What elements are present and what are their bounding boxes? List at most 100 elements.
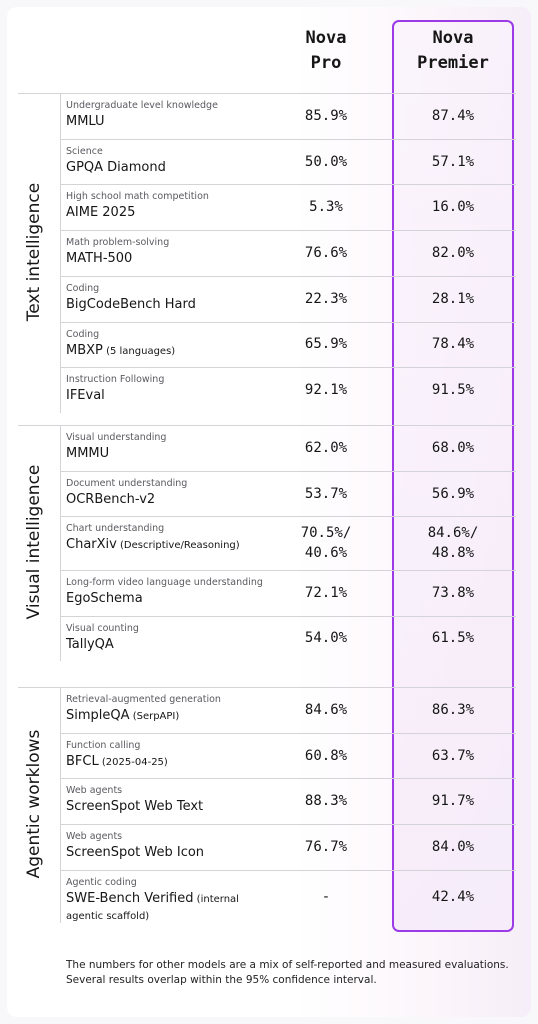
benchmark-name-swe-bench-verified: SWE-Bench Verified (internal agentic sca…: [66, 891, 239, 925]
benchmark-title: AIME 2025: [66, 205, 136, 221]
nova-premier-highlight: [392, 20, 514, 932]
benchmark-title: IFEval: [66, 388, 105, 404]
score-premier-charxiv: 84.6%/ 48.8%: [427, 525, 479, 562]
benchmark-category: Instruction Following: [66, 374, 165, 386]
score-premier-math-500: 82.0%: [431, 244, 475, 261]
benchmark-title: OCRBench-v2: [66, 491, 156, 507]
benchmark-category: Agentic coding: [66, 876, 137, 888]
score-premier-mmmu: 68.0%: [431, 439, 475, 456]
benchmark-name-mmlu: MMLU: [66, 114, 105, 129]
benchmark-note: (internal agentic scaffold): [66, 893, 239, 922]
row-divider: [60, 569, 516, 571]
group-divider: [18, 687, 516, 688]
score-premier-simpleqa: 86.3%: [431, 701, 475, 718]
score-pro-bfcl: 60.8%: [304, 747, 348, 764]
benchmark-title: MATH-500: [66, 251, 133, 267]
score-pro-screenspot-web-icon: 76.7%: [304, 838, 348, 855]
benchmark-name-gpqa-diamond: GPQA Diamond: [66, 160, 166, 175]
benchmark-name-egoschema: EgoSchema: [66, 591, 143, 606]
group-bracket-line: [60, 687, 61, 924]
group-label-visual-intelligence: Visual intelligence: [24, 464, 44, 620]
benchmark-title: GPQA Diamond: [66, 159, 166, 175]
score-premier-mbxp: 78.4%: [431, 336, 475, 353]
benchmark-name-ocrbench-v2: OCRBench-v2: [66, 492, 155, 507]
row-divider: [60, 516, 516, 518]
score-pro-mbxp: 65.9%: [304, 336, 348, 353]
score-pro-swe-bench-verified: -: [321, 888, 331, 905]
benchmark-category: Coding: [66, 282, 100, 294]
benchmark-title: BigCodeBench Hard: [66, 296, 196, 312]
benchmark-name-tallyqa: TallyQA: [66, 637, 114, 652]
score-premier-screenspot-web-text: 91.7%: [431, 793, 475, 810]
benchmark-name-ifeval: IFEval: [66, 388, 105, 403]
score-pro-aime-2025: 5.3%: [309, 199, 343, 216]
row-divider: [60, 321, 516, 323]
score-premier-aime-2025: 16.0%: [431, 199, 475, 216]
row-divider: [60, 230, 516, 232]
row-divider: [60, 824, 516, 826]
benchmark-title: MBXP: [66, 342, 103, 358]
score-pro-egoschema: 72.1%: [304, 584, 348, 601]
group-divider: [18, 93, 516, 94]
benchmark-name-bigcodebench-hard: BigCodeBench Hard: [66, 297, 196, 312]
benchmark-title: SimpleQA: [66, 708, 130, 723]
score-pro-bigcodebench-hard: 22.3%: [304, 290, 348, 307]
score-pro-ocrbench-v2: 53.7%: [304, 485, 348, 502]
score-pro-mmlu: 85.9%: [304, 107, 348, 124]
benchmark-category: Science: [66, 145, 103, 157]
benchmark-title: ScreenSpot Web Text: [66, 799, 204, 815]
score-pro-screenspot-web-text: 88.3%: [304, 793, 348, 810]
benchmark-category: Document understanding: [66, 477, 188, 489]
benchmark-name-charxiv: CharXiv (Descriptive/Reasoning): [66, 537, 240, 554]
group-label-agentic-worklows: Agentic worklows: [24, 729, 44, 879]
benchmark-title: ScreenSpot Web Icon: [66, 845, 205, 861]
benchmark-name-mbxp: MBXP (5 languages): [66, 343, 175, 360]
benchmark-name-simpleqa: SimpleQA (SerpAPI): [66, 708, 179, 725]
score-premier-gpqa-diamond: 57.1%: [431, 153, 475, 170]
benchmark-note: (5 languages): [102, 345, 176, 357]
benchmark-category: Web agents: [66, 831, 123, 843]
benchmark-category: Long-form video language understanding: [66, 576, 263, 588]
score-pro-gpqa-diamond: 50.0%: [304, 153, 348, 170]
row-divider: [60, 367, 516, 369]
benchmark-category: Function calling: [66, 739, 141, 751]
score-pro-simpleqa: 84.6%: [304, 701, 348, 718]
score-pro-ifeval: 92.1%: [304, 382, 348, 399]
benchmark-name-bfcl: BFCL (2025-04-25): [66, 754, 168, 771]
benchmark-category: High school math competition: [66, 191, 209, 203]
score-pro-math-500: 76.6%: [304, 244, 348, 261]
benchmark-name-aime-2025: AIME 2025: [66, 205, 135, 220]
benchmark-category: Math problem-solving: [66, 237, 170, 249]
row-divider: [60, 615, 516, 617]
row-divider: [60, 275, 516, 277]
row-divider: [60, 184, 516, 186]
row-divider: [60, 470, 516, 472]
score-premier-screenspot-web-icon: 84.0%: [431, 838, 475, 855]
score-premier-swe-bench-verified: 42.4%: [431, 888, 475, 905]
benchmark-title: TallyQA: [66, 636, 114, 652]
column-header-nova-premier: Nova Premier: [417, 28, 489, 73]
benchmark-category: Retrieval-augmented generation: [66, 694, 221, 705]
benchmark-name-math-500: MATH-500: [66, 251, 132, 266]
group-bracket-line: [60, 425, 61, 662]
benchmark-category: Visual understanding: [66, 432, 167, 443]
score-premier-mmlu: 87.4%: [431, 107, 475, 124]
group-bracket-line: [60, 93, 61, 413]
row-divider: [60, 138, 516, 140]
benchmark-note: (SerpAPI): [129, 711, 180, 722]
benchmark-note: (Descriptive/Reasoning): [116, 540, 240, 552]
benchmark-title: MMLU: [66, 114, 105, 129]
score-premier-ifeval: 91.5%: [431, 382, 475, 399]
score-premier-bigcodebench-hard: 28.1%: [431, 290, 475, 307]
benchmark-name-screenspot-web-text: ScreenSpot Web Text: [66, 799, 203, 814]
footnote: The numbers for other models are a mix o…: [66, 959, 509, 986]
benchmark-category: Web agents: [66, 785, 123, 797]
score-pro-mmmu: 62.0%: [304, 439, 348, 456]
benchmark-name-mmmu: MMMU: [66, 446, 109, 461]
benchmark-category: Undergraduate level knowledge: [66, 100, 218, 111]
benchmark-title: MMMU: [66, 446, 110, 461]
benchmark-note: (2025-04-25): [98, 756, 168, 768]
benchmark-title: SWE-Bench Verified: [66, 890, 194, 906]
score-premier-tallyqa: 61.5%: [431, 630, 475, 647]
benchmark-name-screenspot-web-icon: ScreenSpot Web Icon: [66, 845, 204, 860]
